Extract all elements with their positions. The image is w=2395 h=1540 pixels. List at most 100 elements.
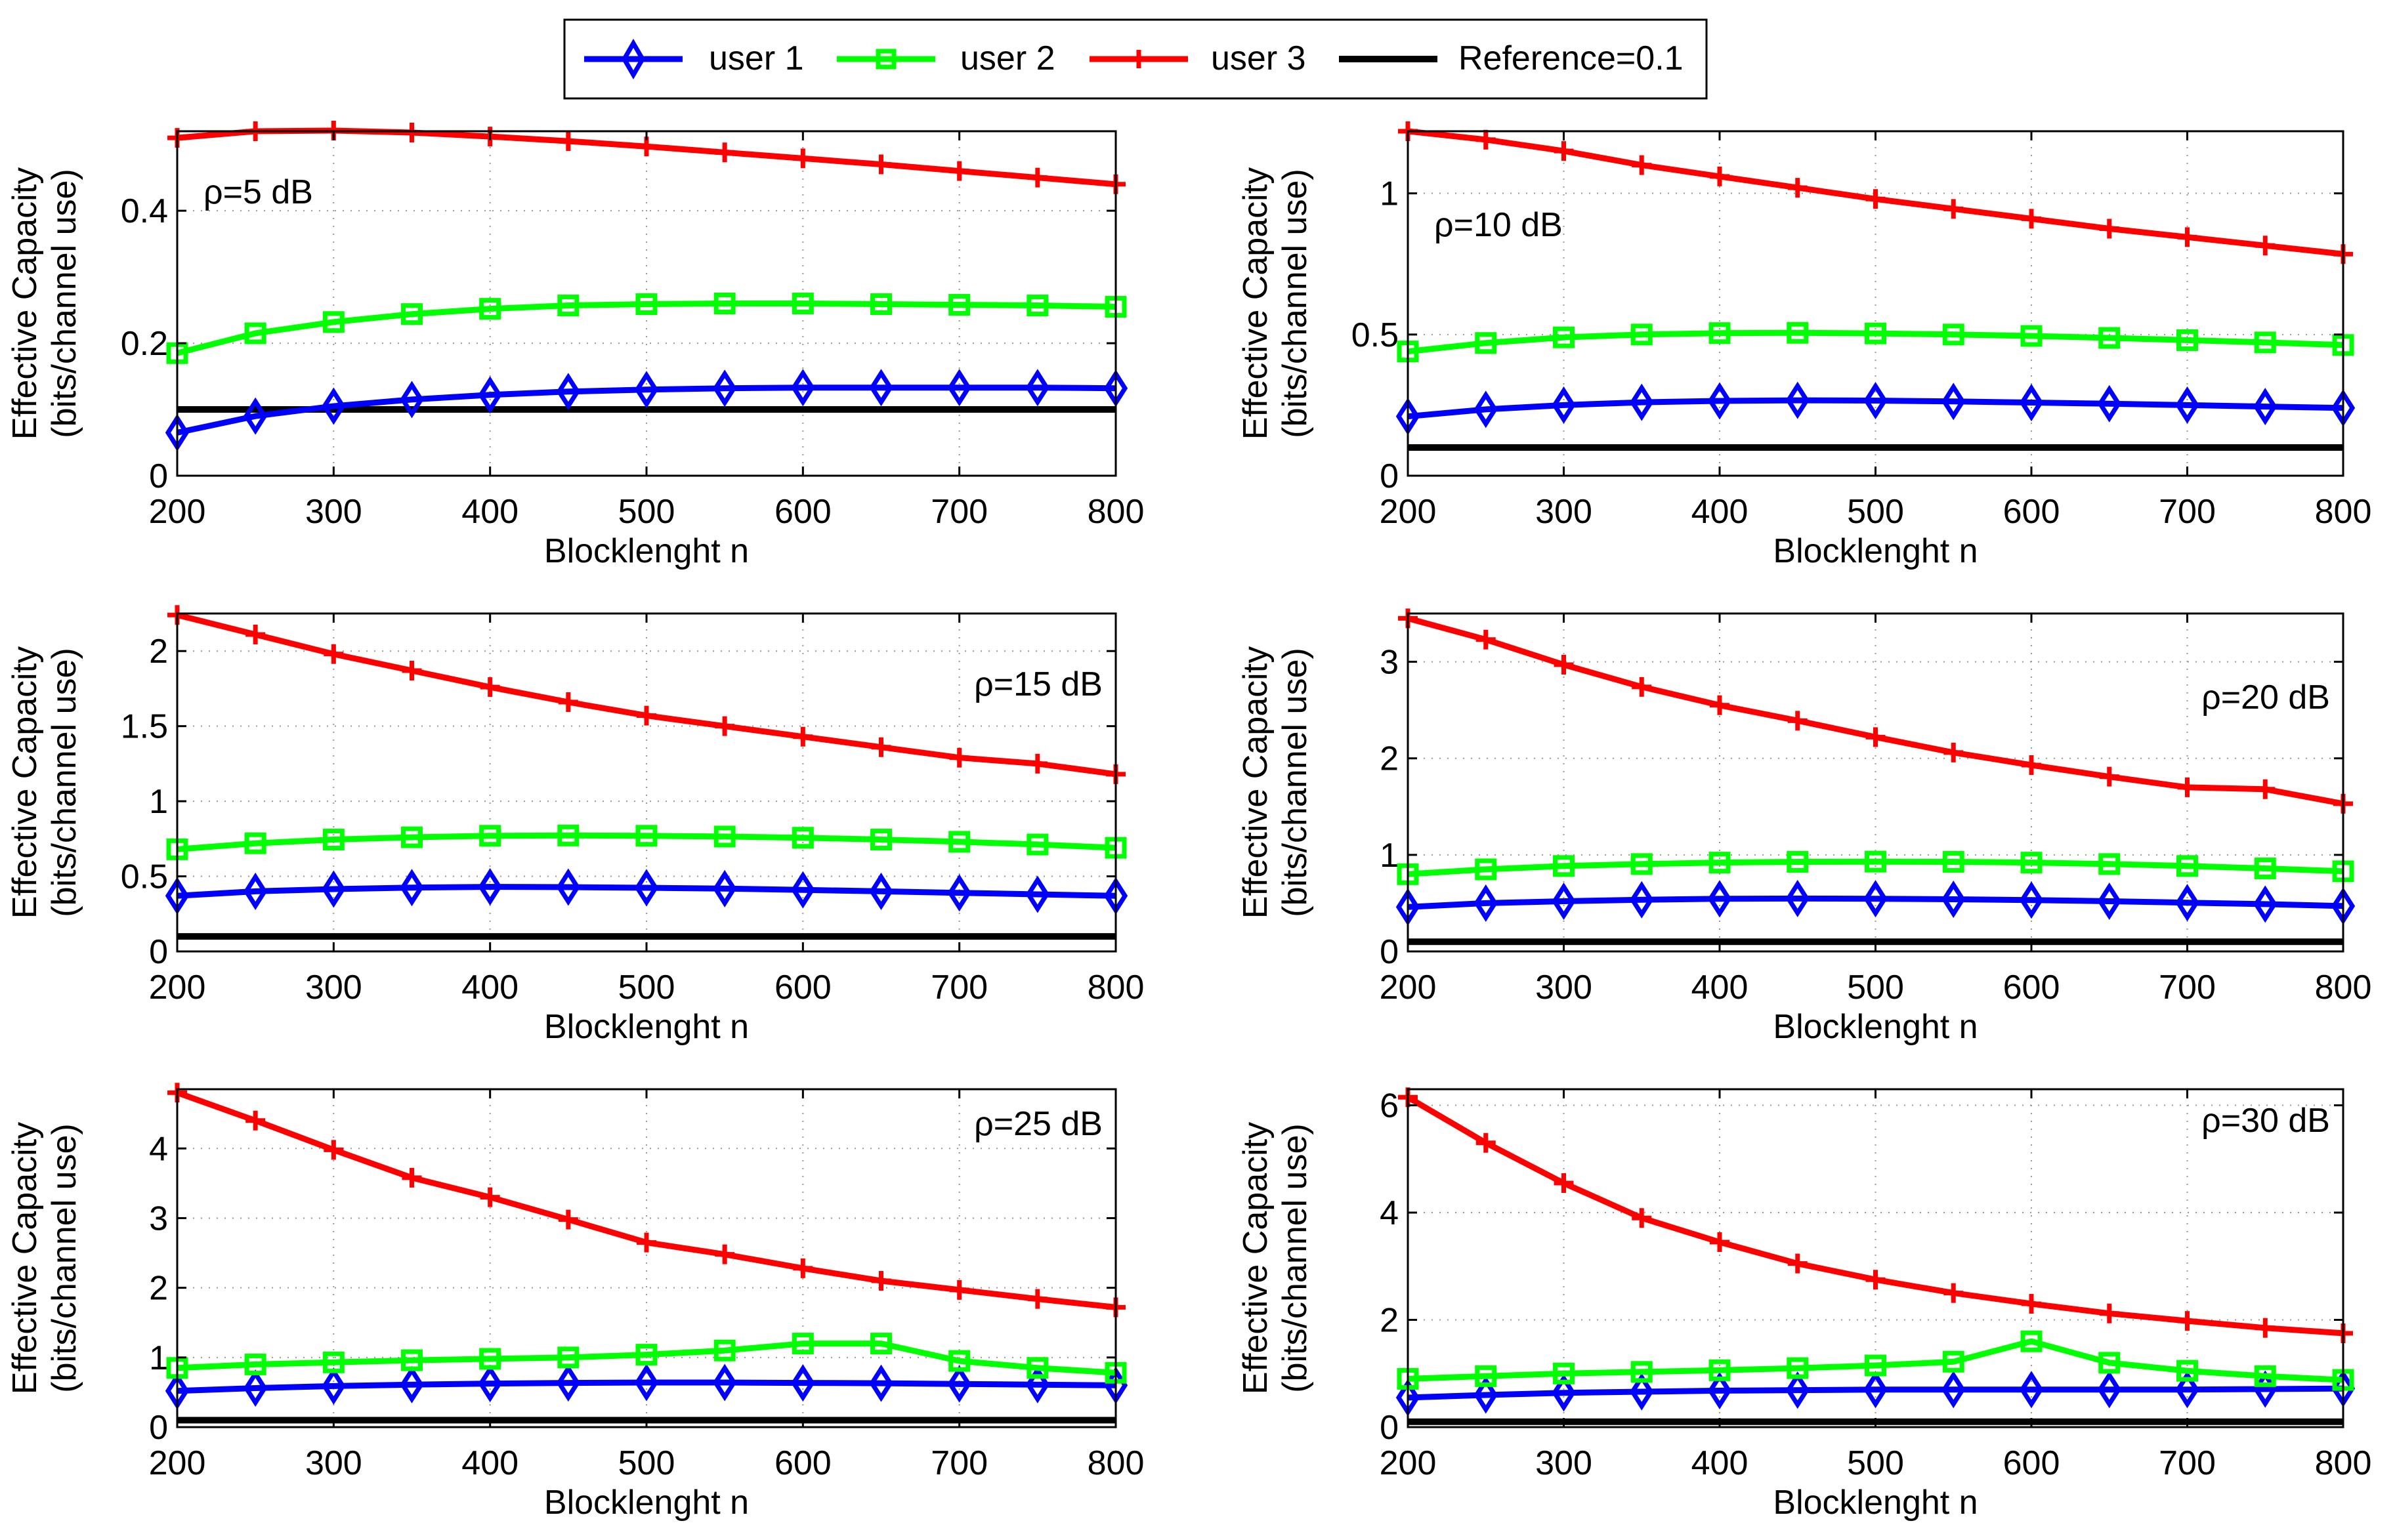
data-point-user-2 — [2020, 1330, 2043, 1352]
legend-marker-user-3 — [1130, 50, 1148, 68]
data-point-user-2 — [401, 826, 423, 848]
y-axis-label-line-1: Effective Capacity — [6, 646, 44, 919]
data-point-user-2 — [870, 1333, 892, 1355]
data-point-user-3 — [1554, 1173, 1574, 1194]
data-point-user-2 — [2098, 327, 2121, 349]
y-axis-label-line-2: (bits/channel use) — [45, 169, 83, 438]
data-point-user-2 — [1630, 853, 1653, 875]
snr-annotation: ρ=25 dB — [974, 1105, 1103, 1143]
data-point-user-1 — [791, 871, 815, 909]
y-tick-label: 0.2 — [121, 325, 168, 363]
data-point-user-2 — [948, 1350, 971, 1372]
data-point-user-2 — [1553, 326, 1575, 348]
data-point-user-1 — [2253, 388, 2278, 426]
legend-item-reference: Reference=0.1 — [1339, 39, 1684, 77]
data-point-user-2 — [713, 1339, 736, 1362]
y-tick-label: 1 — [149, 1339, 168, 1377]
data-point-user-3 — [245, 1110, 266, 1131]
y-axis-label-line-1: Effective Capacity — [6, 167, 44, 440]
data-point-user-1 — [322, 387, 346, 425]
x-tick-label: 600 — [774, 1444, 832, 1482]
series-user-3-panel-6 — [1398, 1087, 2353, 1343]
data-point-user-2 — [635, 1344, 658, 1366]
data-point-user-1 — [556, 1364, 580, 1402]
data-point-user-3 — [1710, 1232, 1729, 1252]
data-point-user-1 — [713, 869, 737, 907]
x-tick-label: 800 — [1088, 1444, 1145, 1482]
x-tick-label: 500 — [1847, 493, 1904, 531]
x-tick-label: 300 — [305, 493, 362, 531]
data-point-user-3 — [2022, 755, 2041, 776]
data-point-user-3 — [1787, 1253, 1808, 1274]
data-point-user-3 — [1865, 727, 1886, 747]
series-line-user-2 — [1407, 858, 2344, 877]
data-point-user-1 — [244, 1369, 268, 1407]
series-line-user-1 — [1407, 895, 2344, 910]
data-point-user-3 — [1787, 711, 1808, 731]
y-tick-label: 1 — [1380, 175, 1399, 213]
data-point-user-3 — [324, 644, 344, 664]
data-point-user-1 — [2097, 385, 2121, 423]
data-point-user-2 — [322, 1351, 345, 1373]
data-point-user-3 — [402, 1167, 422, 1188]
data-point-user-1 — [1025, 1365, 1049, 1404]
y-tick-label: 3 — [149, 1199, 168, 1238]
data-point-user-3 — [1632, 1208, 1652, 1228]
data-point-user-2 — [1942, 1350, 1964, 1373]
chart-panel-5: 200 300 400 500 600 700 800 0 1 2 3 4 Blocklenght n E… — [6, 1083, 1144, 1522]
data-point-user-2 — [2098, 1352, 2121, 1374]
data-point-user-1 — [1552, 386, 1576, 424]
data-point-user-3 — [558, 131, 578, 152]
series-user-1-panel-3 — [165, 868, 1128, 915]
data-point-user-1 — [713, 1363, 737, 1402]
data-point-user-3 — [793, 148, 813, 169]
data-point-user-1 — [1025, 369, 1049, 407]
data-point-user-1 — [1863, 1371, 1888, 1409]
data-point-user-1 — [1707, 1371, 1732, 1409]
x-tick-label: 500 — [1847, 968, 1904, 1007]
data-point-user-3 — [637, 1232, 656, 1253]
data-point-user-2 — [1027, 1357, 1049, 1379]
x-tick-label: 300 — [1535, 1444, 1592, 1482]
x-tick-label: 700 — [931, 493, 988, 531]
data-point-user-3 — [2177, 227, 2197, 247]
series-user-1-panel-2 — [1395, 381, 2356, 436]
data-point-user-2 — [1475, 858, 1497, 881]
x-tick-label: 600 — [2003, 1444, 2060, 1482]
x-tick-label: 500 — [618, 493, 675, 531]
y-tick-label: 1.5 — [121, 708, 168, 746]
series-user-2-panel-1 — [166, 293, 1127, 364]
data-point-user-2 — [870, 828, 892, 850]
data-point-user-3 — [1943, 1283, 1964, 1303]
chart-panel-6: 200 300 400 500 600 700 800 0 2 4 6 Blocklenght n Ef… — [1237, 1087, 2371, 1522]
data-point-user-1 — [947, 1365, 971, 1403]
data-point-user-1 — [478, 376, 502, 414]
series-user-2-panel-5 — [166, 1333, 1127, 1384]
x-tick-label: 700 — [2159, 493, 2216, 531]
series-user-2-panel-3 — [166, 824, 1127, 860]
data-point-user-3 — [715, 142, 735, 163]
x-tick-label: 200 — [1380, 493, 1437, 531]
data-point-user-2 — [401, 303, 423, 325]
data-point-user-3 — [2177, 777, 2197, 797]
data-point-user-2 — [792, 1333, 814, 1355]
plot-area-2 — [1408, 131, 2343, 476]
snr-annotation: ρ=20 dB — [2201, 678, 2330, 717]
data-point-user-3 — [1027, 753, 1048, 774]
x-tick-label: 600 — [774, 968, 832, 1007]
data-point-user-2 — [2254, 857, 2276, 879]
data-point-user-1 — [2175, 884, 2199, 922]
data-point-user-3 — [2255, 779, 2276, 799]
x-tick-label: 700 — [2159, 968, 2216, 1007]
series-user-1-panel-1 — [165, 369, 1128, 451]
x-tick-label: 300 — [1535, 968, 1592, 1007]
data-point-user-3 — [2022, 1293, 2041, 1314]
data-point-user-2 — [1027, 833, 1049, 856]
data-point-user-1 — [1473, 390, 1498, 428]
data-point-user-1 — [1785, 1371, 1810, 1409]
data-point-user-2 — [1865, 850, 1886, 873]
data-point-user-2 — [792, 827, 814, 849]
x-tick-label: 500 — [1847, 1444, 1904, 1482]
data-point-user-1 — [1785, 879, 1810, 917]
data-point-user-3 — [480, 677, 500, 697]
